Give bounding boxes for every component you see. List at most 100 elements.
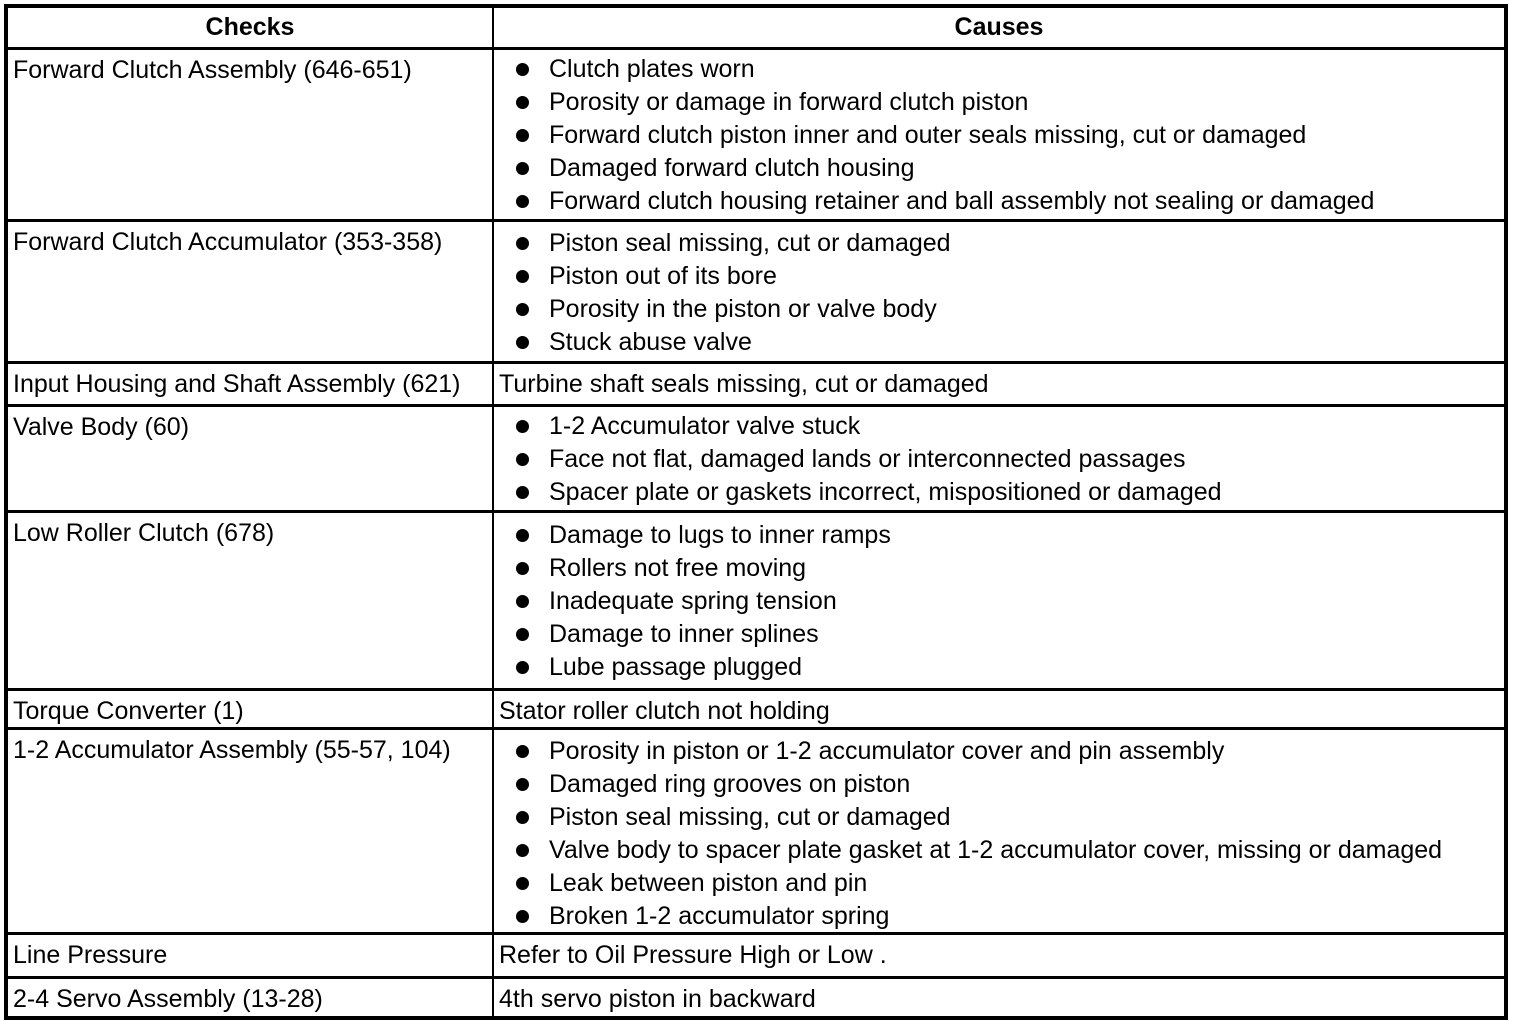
check-cell: Torque Converter (1) <box>8 688 494 727</box>
check-cell: Forward Clutch Accumulator (353-358) <box>8 219 494 361</box>
cause-text: Damage to inner splines <box>549 620 819 648</box>
bullet-icon <box>516 486 529 499</box>
bullet-icon <box>516 910 529 923</box>
check-label: Forward Clutch Accumulator (353-358) <box>13 228 443 256</box>
bullet-icon <box>516 336 529 349</box>
check-label: 2-4 Servo Assembly (13-28) <box>13 985 323 1013</box>
cause-text: Forward clutch piston inner and outer se… <box>549 121 1307 149</box>
cause-text: Turbine shaft seals missing, cut or dama… <box>499 370 989 398</box>
cause-text: 4th servo piston in backward <box>499 985 816 1013</box>
bullet-icon <box>516 628 529 641</box>
bullet-icon <box>516 195 529 208</box>
causes-cell: 1-2 Accumulator valve stuck Face not flat… <box>494 404 1504 510</box>
bullet-icon <box>516 778 529 791</box>
check-label: Forward Clutch Assembly (646-651) <box>13 56 412 84</box>
cause-item: Clutch plates worn <box>494 53 1504 86</box>
check-cell: 2-4 Servo Assembly (13-28) <box>8 976 494 1016</box>
cause-item: Forward clutch housing retainer and ball… <box>494 185 1504 218</box>
cause-text: Rollers not free moving <box>549 554 807 582</box>
cause-item: Stuck abuse valve <box>494 326 1504 359</box>
check-cell: Low Roller Clutch (678) <box>8 510 494 688</box>
causes-cell: Turbine shaft seals missing, cut or dama… <box>494 361 1504 404</box>
causes-cell: Piston seal missing, cut or damaged Pisto… <box>494 219 1504 361</box>
cause-item: Leak between piston and pin <box>494 867 1504 900</box>
cause-text: Damage to lugs to inner ramps <box>549 521 891 549</box>
cause-text: Damaged forward clutch housing <box>549 154 915 182</box>
check-label: Input Housing and Shaft Assembly (621) <box>13 370 461 398</box>
cause-item: Piston out of its bore <box>494 260 1504 293</box>
bullet-icon <box>516 270 529 283</box>
causes-cell: Porosity in piston or 1-2 accumulator co… <box>494 727 1504 932</box>
cause-item: Porosity in the piston or valve body <box>494 293 1504 326</box>
cause-text: Lube passage plugged <box>549 653 803 681</box>
causes-cell: Damage to lugs to inner ramps Rollers not… <box>494 510 1504 688</box>
cause-text: Clutch plates worn <box>549 55 755 83</box>
cause-text: Damaged ring grooves on piston <box>549 770 911 798</box>
cause-text: Piston seal missing, cut or damaged <box>549 803 951 831</box>
cause-item: Piston seal missing, cut or damaged <box>494 227 1504 260</box>
bullet-icon <box>516 745 529 758</box>
bullet-icon <box>516 877 529 890</box>
bullet-icon <box>516 595 529 608</box>
cause-text: Leak between piston and pin <box>549 869 868 897</box>
cause-item: Damage to lugs to inner ramps <box>494 519 1504 552</box>
check-label: 1-2 Accumulator Assembly (55-57, 104) <box>13 736 451 764</box>
diagnostic-table: Checks Causes Forward Clutch Assembly (6… <box>4 4 1508 1020</box>
cause-item: Porosity or damage in forward clutch pis… <box>494 86 1504 119</box>
bullet-icon <box>516 811 529 824</box>
cause-item: Porosity in piston or 1-2 accumulator co… <box>494 735 1504 768</box>
cause-item: Damaged ring grooves on piston <box>494 768 1504 801</box>
bullet-icon <box>516 844 529 857</box>
cause-text: Piston out of its bore <box>549 262 777 290</box>
causes-cell: Refer to Oil Pressure High or Low . <box>494 932 1504 976</box>
cause-item: Broken 1-2 accumulator spring <box>494 900 1504 932</box>
check-cell: Forward Clutch Assembly (646-651) <box>8 47 494 219</box>
check-label: Valve Body (60) <box>13 413 190 441</box>
check-cell: Input Housing and Shaft Assembly (621) <box>8 361 494 404</box>
cause-item: Rollers not free moving <box>494 552 1504 585</box>
bullet-icon <box>516 562 529 575</box>
cause-item: Damage to inner splines <box>494 618 1504 651</box>
cause-text: Porosity or damage in forward clutch pis… <box>549 88 1029 116</box>
bullet-icon <box>516 162 529 175</box>
bullet-icon <box>516 529 529 542</box>
cause-item: Lube passage plugged <box>494 651 1504 684</box>
cause-item: Inadequate spring tension <box>494 585 1504 618</box>
cause-item: Damaged forward clutch housing <box>494 152 1504 185</box>
bullet-icon <box>516 303 529 316</box>
cause-item: Valve body to spacer plate gasket at 1-2… <box>494 834 1504 867</box>
cause-item: Face not flat, damaged lands or intercon… <box>494 443 1504 476</box>
cause-text: Face not flat, damaged lands or intercon… <box>549 445 1186 473</box>
causes-cell: 4th servo piston in backward <box>494 976 1504 1016</box>
check-cell: Valve Body (60) <box>8 404 494 510</box>
cause-item: Piston seal missing, cut or damaged <box>494 801 1504 834</box>
check-label: Low Roller Clutch (678) <box>13 519 275 547</box>
bullet-icon <box>516 63 529 76</box>
cause-text: Stuck abuse valve <box>549 328 752 356</box>
bullet-icon <box>516 129 529 142</box>
cause-text: 1-2 Accumulator valve stuck <box>549 412 861 440</box>
cause-text: Porosity in the piston or valve body <box>549 295 937 323</box>
bullet-icon <box>516 237 529 250</box>
bullet-icon <box>516 420 529 433</box>
check-label: Torque Converter (1) <box>13 697 244 725</box>
column-header-causes: Causes <box>954 13 1044 41</box>
cause-item: 1-2 Accumulator valve stuck <box>494 410 1504 443</box>
column-header-checks: Checks <box>8 8 494 47</box>
cause-text: Forward clutch housing retainer and ball… <box>549 187 1375 215</box>
check-label: Line Pressure <box>13 941 168 969</box>
cause-text: Refer to Oil Pressure High or Low . <box>499 941 887 969</box>
cause-text: Valve body to spacer plate gasket at 1-2… <box>549 836 1443 864</box>
cause-item: Forward clutch piston inner and outer se… <box>494 119 1504 152</box>
cause-item: Spacer plate or gaskets incorrect, mispo… <box>494 476 1504 509</box>
cause-text: Inadequate spring tension <box>549 587 837 615</box>
causes-cell: Stator roller clutch not holding <box>494 688 1504 727</box>
check-cell: 1-2 Accumulator Assembly (55-57, 104) <box>8 727 494 932</box>
bullet-icon <box>516 661 529 674</box>
cause-text: Spacer plate or gaskets incorrect, mispo… <box>549 478 1222 506</box>
cause-text: Porosity in piston or 1-2 accumulator co… <box>549 737 1225 765</box>
cause-text: Broken 1-2 accumulator spring <box>549 902 890 930</box>
cause-text: Stator roller clutch not holding <box>499 697 830 725</box>
causes-cell: Clutch plates worn Porosity or damage in … <box>494 47 1504 219</box>
check-cell: Line Pressure <box>8 932 494 976</box>
